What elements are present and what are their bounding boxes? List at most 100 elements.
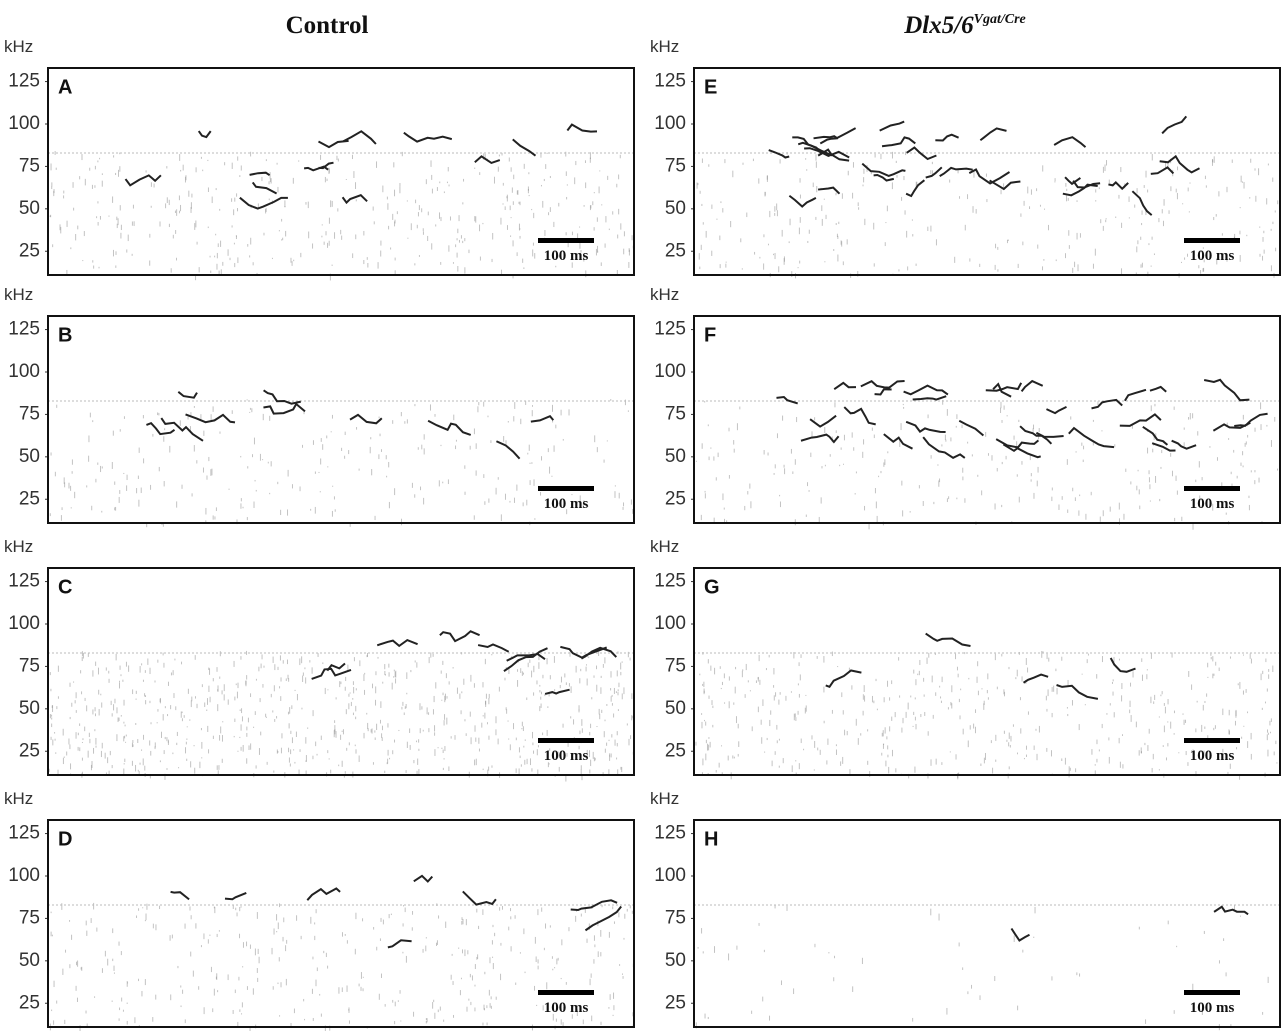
noise [543, 178, 545, 182]
noise [537, 959, 539, 964]
column-title: Control [286, 12, 369, 39]
noise [904, 210, 906, 215]
noise [873, 434, 875, 439]
noise [231, 198, 233, 202]
noise [254, 711, 256, 715]
noise [474, 216, 476, 222]
noise [165, 203, 167, 209]
noise [340, 681, 342, 685]
noise [741, 670, 743, 678]
noise [417, 212, 419, 217]
noise [291, 705, 293, 710]
noise [216, 252, 218, 259]
noise [1229, 656, 1231, 659]
noise [632, 715, 634, 719]
noise [610, 399, 612, 401]
noise [447, 479, 449, 485]
noise [253, 501, 255, 508]
noise [176, 742, 178, 746]
noise [495, 729, 497, 736]
noise [1203, 750, 1205, 755]
noise [75, 692, 77, 699]
noise [914, 716, 916, 721]
noise [487, 769, 489, 777]
noise [393, 669, 395, 672]
noise [196, 460, 198, 464]
noise [1247, 434, 1249, 438]
noise [246, 732, 248, 737]
noise [930, 908, 932, 916]
noise [721, 772, 723, 775]
noise [884, 727, 886, 734]
call-trace [239, 196, 288, 210]
noise [768, 654, 770, 658]
noise [337, 208, 339, 212]
noise [56, 404, 58, 408]
noise [185, 741, 187, 745]
noise [980, 763, 982, 766]
noise [604, 748, 606, 753]
noise [380, 449, 382, 452]
noise [372, 762, 374, 765]
noise [196, 241, 198, 245]
noise [369, 446, 371, 454]
noise [514, 915, 516, 919]
noise [486, 1022, 488, 1026]
noise [770, 710, 772, 715]
noise [1171, 470, 1173, 477]
noise [1008, 666, 1010, 670]
noise [439, 212, 441, 219]
noise [959, 715, 961, 720]
noise [438, 480, 440, 487]
noise [571, 494, 573, 496]
noise [549, 748, 551, 751]
noise [363, 732, 365, 739]
noise [1038, 428, 1040, 432]
noise [490, 440, 492, 444]
noise [948, 496, 950, 500]
noise [569, 651, 571, 657]
noise [779, 501, 781, 508]
noise [1072, 267, 1074, 273]
noise [860, 733, 862, 736]
noise [285, 678, 287, 682]
noise [1068, 766, 1070, 773]
noise [540, 691, 542, 695]
noise [235, 907, 237, 911]
noise [553, 445, 555, 452]
noise [1163, 199, 1165, 206]
noise [114, 698, 116, 704]
noise [762, 996, 764, 1002]
noise [558, 255, 560, 258]
noise [766, 175, 768, 180]
noise [1207, 662, 1209, 668]
noise [93, 902, 95, 910]
noise [1228, 438, 1230, 440]
noise [402, 951, 404, 954]
noise [1019, 697, 1021, 701]
noise [1065, 253, 1067, 259]
noise [1213, 216, 1215, 221]
noise [239, 175, 241, 178]
noise [219, 651, 221, 657]
noise [631, 910, 633, 914]
noise [73, 681, 75, 683]
noise [272, 986, 274, 990]
noise [1228, 730, 1230, 735]
noise [852, 192, 854, 199]
noise [478, 737, 480, 744]
noise [374, 730, 376, 733]
noise [1138, 489, 1140, 495]
noise [579, 226, 581, 228]
noise [804, 707, 806, 714]
y-axis-label: kHz [650, 789, 679, 808]
noise [404, 907, 406, 913]
call-trace [797, 141, 833, 157]
noise [401, 518, 403, 526]
noise [510, 167, 512, 172]
noise [141, 749, 143, 751]
noise [812, 182, 814, 188]
noise [590, 759, 592, 767]
noise [1188, 417, 1190, 420]
noise [492, 924, 494, 928]
